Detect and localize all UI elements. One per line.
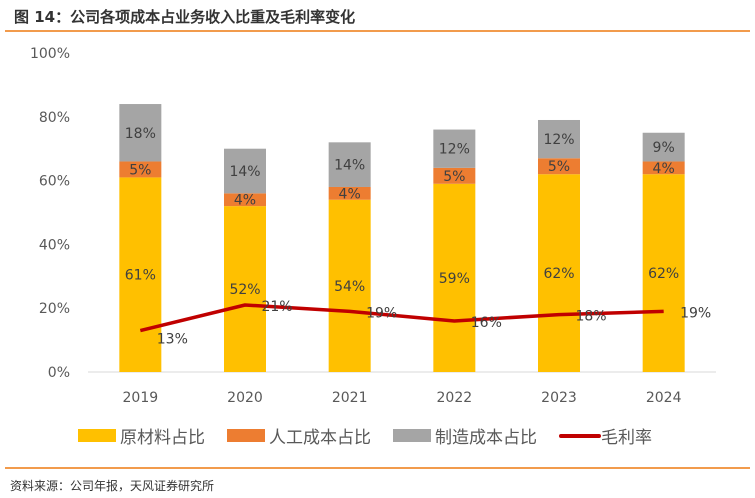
bar-data-label: 5% bbox=[443, 169, 465, 185]
x-tick-label: 2019 bbox=[123, 390, 159, 406]
bar-segment bbox=[328, 142, 371, 187]
x-tick-label: 2024 bbox=[646, 390, 682, 406]
bar-data-label: 18% bbox=[125, 126, 156, 142]
bar-data-label: 54% bbox=[334, 279, 365, 295]
bar-segment bbox=[433, 129, 476, 168]
line-data-label: 21% bbox=[261, 299, 292, 315]
bar-segment bbox=[119, 161, 162, 178]
source-note: 资料来源：公司年报，天风证券研究所 bbox=[10, 479, 215, 493]
legend-label: 毛利率 bbox=[601, 428, 652, 448]
bar-segment bbox=[328, 186, 371, 200]
bar-data-label: 59% bbox=[439, 271, 470, 287]
bar-data-label: 9% bbox=[653, 140, 675, 156]
y-tick-label: 40% bbox=[39, 237, 70, 253]
x-tick-label: 2021 bbox=[332, 390, 368, 406]
bar-segment bbox=[224, 193, 266, 207]
line-data-label: 19% bbox=[680, 305, 711, 321]
bar-segment bbox=[642, 161, 685, 175]
y-tick-label: 20% bbox=[39, 301, 70, 317]
legend-label: 制造成本占比 bbox=[435, 428, 537, 448]
bar-segment bbox=[224, 148, 266, 194]
y-tick-label: 0% bbox=[48, 365, 70, 381]
line-series bbox=[139, 303, 664, 333]
legend-label: 人工成本占比 bbox=[269, 428, 371, 448]
x-tick-label: 2020 bbox=[227, 390, 263, 406]
bar-data-label: 12% bbox=[543, 132, 574, 148]
bar-segment bbox=[538, 174, 580, 372]
figure-title: 图 14：公司各项成本占业务收入比重及毛利率变化 bbox=[14, 8, 356, 26]
bar-segment bbox=[538, 119, 580, 159]
bar-segment bbox=[119, 177, 162, 372]
bar-data-label: 62% bbox=[648, 266, 679, 282]
bar-segment bbox=[642, 174, 685, 372]
bar-segment bbox=[328, 199, 371, 372]
footer-divider bbox=[5, 467, 750, 469]
bar-segment bbox=[119, 104, 162, 162]
y-tick-label: 60% bbox=[39, 174, 70, 190]
legend-swatch bbox=[78, 429, 116, 442]
legend-label: 原材料占比 bbox=[120, 428, 205, 448]
bar-data-label: 14% bbox=[334, 158, 365, 174]
line-data-label: 16% bbox=[471, 315, 502, 331]
bar-segment bbox=[224, 206, 266, 372]
bar-data-label: 5% bbox=[129, 162, 151, 178]
bar-data-label: 62% bbox=[543, 266, 574, 282]
bar-data-label: 5% bbox=[548, 159, 570, 175]
y-tick-label: 100% bbox=[30, 46, 70, 62]
bar-segment bbox=[433, 167, 476, 184]
bar-data-label: 52% bbox=[229, 282, 260, 298]
x-tick-label: 2023 bbox=[541, 390, 577, 406]
bar-segment bbox=[433, 183, 476, 372]
legend-swatch bbox=[227, 429, 265, 442]
legend-swatch bbox=[393, 429, 431, 442]
chart-svg: 0% 20% 40% 60% 80% 100% 2019 2020 2021 2022 2023 20… bbox=[30, 46, 716, 448]
bar-data-label: 12% bbox=[439, 142, 470, 158]
y-tick-label: 80% bbox=[39, 110, 70, 126]
x-tick-label: 2022 bbox=[437, 390, 473, 406]
line-data-label: 13% bbox=[157, 332, 188, 348]
bar-segment bbox=[538, 158, 580, 175]
bar-data-label: 4% bbox=[234, 193, 256, 209]
bar-data-label: 4% bbox=[653, 161, 675, 177]
line-data-label: 18% bbox=[575, 309, 606, 325]
line-data-label: 19% bbox=[366, 305, 397, 321]
bar-data-label: 14% bbox=[229, 164, 260, 180]
title-divider bbox=[5, 30, 750, 32]
bar-data-label: 61% bbox=[125, 268, 156, 284]
bar-data-label: 4% bbox=[339, 186, 361, 202]
bar-segment bbox=[642, 132, 685, 162]
